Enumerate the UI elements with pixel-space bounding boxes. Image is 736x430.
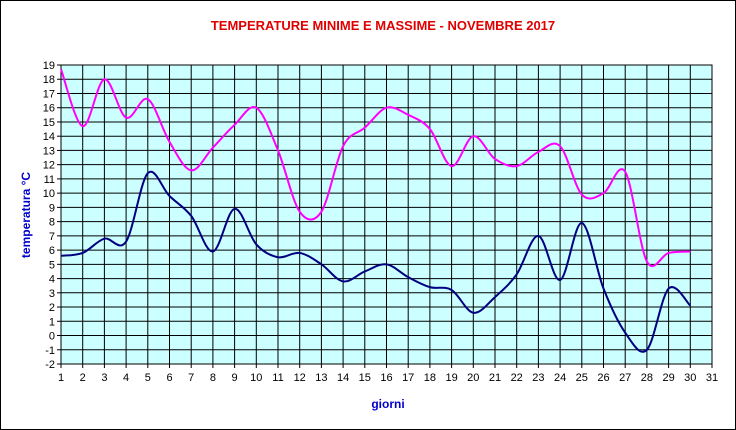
y-tick-label: 16 xyxy=(43,103,55,115)
y-tick-label: 19 xyxy=(43,60,55,72)
y-tick-label: 9 xyxy=(49,202,55,214)
y-tick-label: 13 xyxy=(43,145,55,157)
series-group xyxy=(60,68,692,353)
x-tick-label: 2 xyxy=(80,372,86,384)
x-tick-label: 13 xyxy=(315,372,327,384)
x-tick-label: 25 xyxy=(576,372,588,384)
y-tick-label: 14 xyxy=(43,131,55,143)
grid xyxy=(60,64,713,365)
x-axis-ticks: 1 2 3 4 5 6 7 8 9 10 11 12 13 14 15 16 17 18 19 20 21 22 23 24 2… xyxy=(58,364,718,384)
x-tick-label: 29 xyxy=(662,372,674,384)
y-tick-label: 7 xyxy=(49,231,55,243)
series-line-min xyxy=(60,170,692,353)
y-tick-label: 5 xyxy=(49,259,55,271)
y-tick-label: -2 xyxy=(45,359,55,371)
chart-title: TEMPERATURE MINIME E MASSIME - NOVEMBRE … xyxy=(211,18,555,33)
y-tick-label: 4 xyxy=(49,274,55,286)
y-tick-label: 15 xyxy=(43,117,55,129)
y-tick-label: 3 xyxy=(49,288,55,300)
y-tick-label: 17 xyxy=(43,88,55,100)
x-tick-label: 12 xyxy=(294,372,306,384)
x-tick-label: 17 xyxy=(402,372,414,384)
x-tick-label: 23 xyxy=(532,372,544,384)
y-tick-label: 1 xyxy=(49,316,55,328)
x-tick-label: 4 xyxy=(123,372,129,384)
x-tick-label: 15 xyxy=(359,372,371,384)
x-tick-label: 11 xyxy=(272,372,283,384)
y-tick-label: 2 xyxy=(49,302,55,314)
x-axis-label: giorni xyxy=(371,397,404,411)
x-tick-label: 5 xyxy=(145,372,151,384)
x-tick-label: 24 xyxy=(554,372,566,384)
x-tick-label: 8 xyxy=(210,372,216,384)
y-tick-label: 11 xyxy=(44,174,55,186)
x-tick-label: 6 xyxy=(166,372,172,384)
y-tick-label: 6 xyxy=(49,245,55,257)
y-tick-label: -1 xyxy=(45,345,55,357)
x-tick-label: 21 xyxy=(489,372,501,384)
x-tick-label: 30 xyxy=(684,372,696,384)
x-tick-label: 16 xyxy=(380,372,392,384)
x-tick-label: 10 xyxy=(250,372,262,384)
x-tick-label: 1 xyxy=(58,372,64,384)
series-line-max xyxy=(60,68,691,268)
x-tick-label: 22 xyxy=(511,372,523,384)
y-axis-label: temperatura °C xyxy=(19,172,33,258)
x-tick-label: 7 xyxy=(188,372,194,384)
x-tick-label: 9 xyxy=(232,372,238,384)
x-tick-label: 20 xyxy=(467,372,479,384)
x-tick-label: 18 xyxy=(424,372,436,384)
y-tick-label: 18 xyxy=(43,74,55,86)
y-tick-label: 12 xyxy=(43,160,55,172)
x-tick-label: 31 xyxy=(706,372,718,384)
y-tick-label: 10 xyxy=(43,188,55,200)
y-tick-label: 8 xyxy=(49,217,55,229)
x-tick-label: 3 xyxy=(101,372,107,384)
x-tick-label: 19 xyxy=(445,372,457,384)
x-tick-label: 28 xyxy=(641,372,653,384)
x-tick-label: 14 xyxy=(337,372,349,384)
y-tick-label: 0 xyxy=(49,331,55,343)
x-tick-label: 27 xyxy=(619,372,631,384)
x-tick-label: 26 xyxy=(597,372,609,384)
